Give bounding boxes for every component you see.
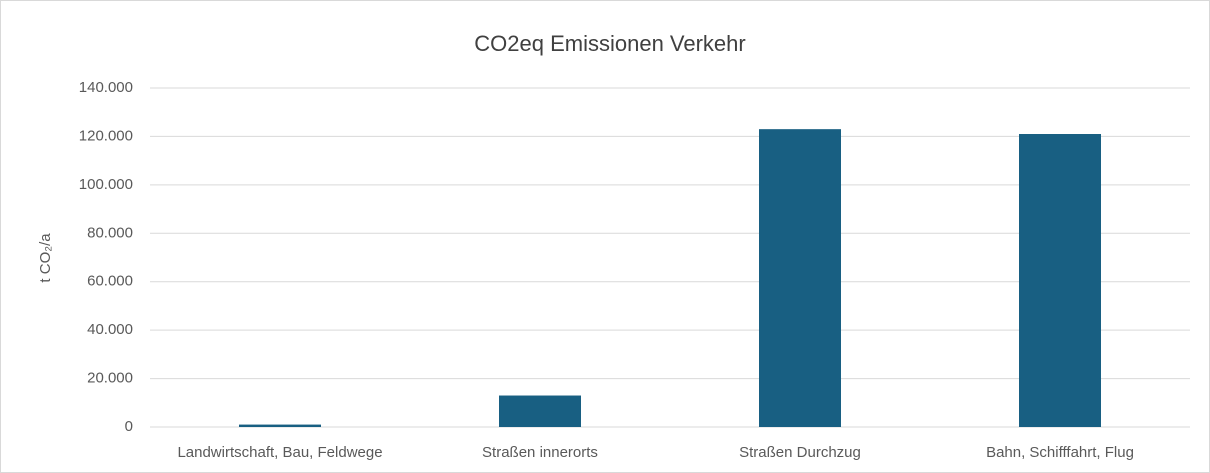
bar bbox=[239, 424, 321, 427]
y-tick-label: 60.000 bbox=[87, 273, 133, 290]
y-tick-label: 100.000 bbox=[79, 176, 133, 193]
y-axis-label: t CO₂/a bbox=[37, 233, 54, 283]
y-tick-label: 0 bbox=[125, 418, 133, 435]
y-tick-label: 20.000 bbox=[87, 370, 133, 387]
x-tick-label: Straßen Durchzug bbox=[739, 444, 861, 461]
bar bbox=[1019, 134, 1101, 427]
y-tick-label: 80.000 bbox=[87, 224, 133, 241]
x-tick-label: Landwirtschaft, Bau, Feldwege bbox=[177, 444, 382, 461]
y-tick-label: 40.000 bbox=[87, 321, 133, 338]
y-tick-label: 140.000 bbox=[79, 79, 133, 96]
bar bbox=[499, 395, 581, 427]
x-tick-label: Bahn, Schifffahrt, Flug bbox=[986, 444, 1134, 461]
x-tick-label: Straßen innerorts bbox=[482, 444, 598, 461]
y-tick-label: 120.000 bbox=[79, 127, 133, 144]
chart-title: CO2eq Emissionen Verkehr bbox=[474, 31, 745, 56]
bar bbox=[759, 129, 841, 427]
